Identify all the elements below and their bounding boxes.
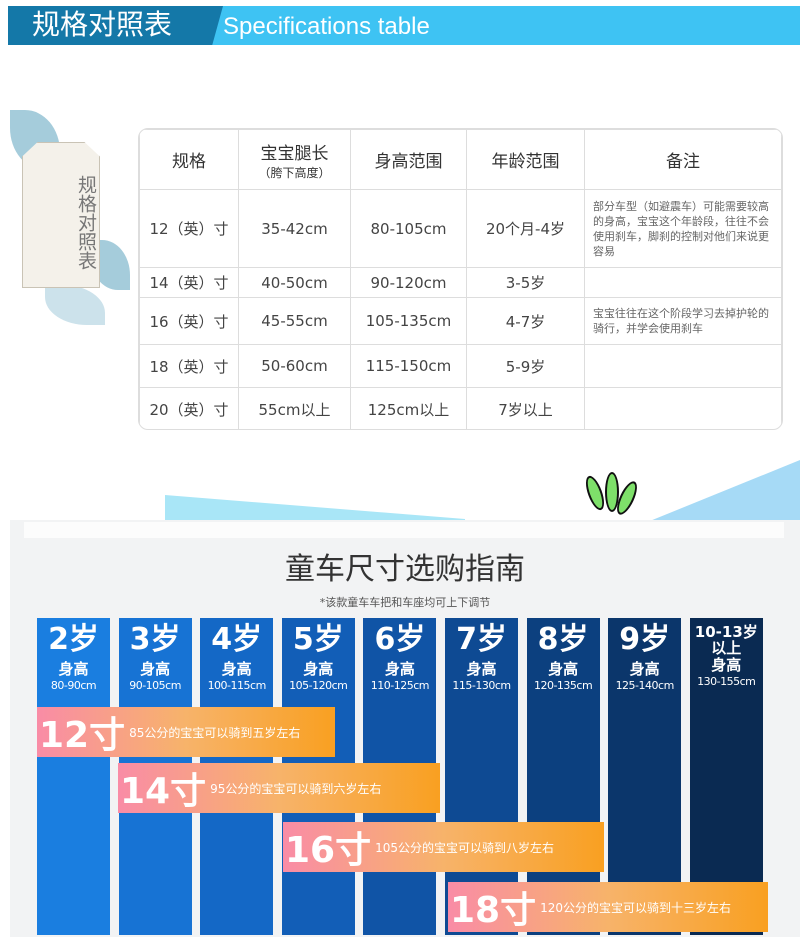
cell-leg-length: 40-50cm xyxy=(238,267,351,298)
height-range: 105-120cm xyxy=(289,679,348,692)
table-row: 18（英）寸 50-60cm 115-150cm 5-9岁 xyxy=(139,344,782,388)
height-range: 90-105cm xyxy=(129,679,181,692)
cell-size: 14（英）寸 xyxy=(139,267,239,298)
cell-notes xyxy=(584,344,782,388)
cell-leg-length: 55cm以上 xyxy=(238,387,351,429)
header-banner: 规格对照表 Specifications table xyxy=(8,6,800,45)
cell-size: 18（英）寸 xyxy=(139,344,239,388)
cell-size: 12（英）寸 xyxy=(139,189,239,268)
bike-size-desc: 95公分的宝宝可以骑到六岁左右 xyxy=(210,781,382,796)
bike-size: 12寸 xyxy=(39,715,126,756)
age-label: 9岁 xyxy=(619,622,671,657)
age-label: 7岁 xyxy=(456,622,507,657)
age-label: 3岁 xyxy=(129,622,181,657)
height-label: 身高 xyxy=(548,660,579,678)
tag-text: 规格对照表 xyxy=(75,174,97,270)
bike-size: 16寸 xyxy=(285,830,372,871)
header-leg-length-label: 宝宝腿长 xyxy=(260,143,329,164)
age-label: 8岁 xyxy=(537,622,589,657)
bike-size-bar: 16寸 105公分的宝宝可以骑到八岁左右 xyxy=(283,822,604,872)
height-range: 100-115cm xyxy=(207,679,267,692)
age-label: 6岁 xyxy=(374,622,426,657)
spec-table: 规格 宝宝腿长 （胯下高度） 身高范围 年龄范围 备注 12（英）寸 35-42cm… xyxy=(138,128,783,430)
cell-leg-length: 50-60cm xyxy=(238,344,351,388)
bike-size-desc: 120公分的宝宝可以骑到十三岁左右 xyxy=(540,900,732,915)
cell-age-range: 4-7岁 xyxy=(466,297,585,345)
cell-height-range: 80-105cm xyxy=(350,189,467,268)
cell-notes: 部分车型（如避震车）可能需要较高的身高，宝宝这个年龄段，往往不会使用刹车，脚刹的… xyxy=(584,189,782,268)
header-size: 规格 xyxy=(139,129,239,190)
height-range: 120-135cm xyxy=(533,679,593,692)
age-label: 5岁 xyxy=(292,622,344,657)
leaf-decoration xyxy=(45,285,105,325)
cell-size: 20（英）寸 xyxy=(139,387,239,429)
cell-notes xyxy=(584,267,782,298)
header-height-range: 身高范围 xyxy=(350,129,467,190)
cell-notes: 宝宝往往在这个阶段学习去掉护轮的骑行，并学会使用刹车 xyxy=(584,297,782,345)
cell-height-range: 90-120cm xyxy=(350,267,467,298)
cell-age-range: 3-5岁 xyxy=(466,267,585,298)
header-notes: 备注 xyxy=(584,129,782,190)
height-label: 身高 xyxy=(140,660,171,678)
cell-age-range: 5-9岁 xyxy=(466,344,585,388)
header-age-range: 年龄范围 xyxy=(466,129,585,190)
height-label: 身高 xyxy=(384,660,415,678)
bike-size-bar: 14寸 95公分的宝宝可以骑到六岁左右 xyxy=(118,763,440,813)
bike-size-bar: 18寸 120公分的宝宝可以骑到十三岁左右 xyxy=(448,882,768,932)
height-label: 身高 xyxy=(303,660,334,678)
age-label: 2岁 xyxy=(48,622,99,657)
cell-leg-length: 35-42cm xyxy=(238,189,351,268)
cell-age-range: 7岁以上 xyxy=(466,387,585,429)
header-title-cn: 规格对照表 xyxy=(32,8,173,41)
plant-leaf-icon xyxy=(582,473,608,513)
table-row: 14（英）寸 40-50cm 90-120cm 3-5岁 xyxy=(139,267,782,298)
label-tag: 规格对照表 xyxy=(22,142,100,288)
bike-size: 18寸 xyxy=(450,890,537,931)
height-label: 身高 xyxy=(58,660,89,678)
height-range: 130-155cm xyxy=(697,675,756,688)
height-label: 身高 xyxy=(221,660,252,678)
age-label: 10-13岁以上 xyxy=(694,623,758,657)
height-range: 80-90cm xyxy=(50,679,97,692)
table-header-row: 规格 宝宝腿长 （胯下高度） 身高范围 年龄范围 备注 xyxy=(139,129,782,190)
cell-height-range: 125cm以上 xyxy=(350,387,467,429)
cell-size: 16（英）寸 xyxy=(139,297,239,345)
header-leg-length: 宝宝腿长 （胯下高度） xyxy=(238,129,351,190)
height-label: 身高 xyxy=(466,660,497,678)
guide-title: 童车尺寸选购指南 xyxy=(285,552,525,587)
height-range: 115-130cm xyxy=(452,679,511,692)
cell-height-range: 105-135cm xyxy=(350,297,467,345)
table-row: 20（英）寸 55cm以上 125cm以上 7岁以上 xyxy=(139,387,782,429)
size-guide-panel: 童车尺寸选购指南 *该款童车车把和车座均可上下调节 2岁 身高 80-90cm 3岁身… xyxy=(10,520,800,937)
height-range: 125-140cm xyxy=(615,679,675,692)
table-row: 16（英）寸 45-55cm 105-135cm 4-7岁 宝宝往往在这个阶段学习去掉护… xyxy=(139,297,782,345)
cell-height-range: 115-150cm xyxy=(350,344,467,388)
cell-leg-length: 45-55cm xyxy=(238,297,351,345)
bike-size: 14寸 xyxy=(120,771,207,812)
age-column: 2岁身高 80-90cm xyxy=(37,618,110,935)
header-dark-block xyxy=(8,6,223,45)
bike-size-bar: 12寸 85公分的宝宝可以骑到五岁左右 xyxy=(37,707,335,757)
height-label: 身高 xyxy=(711,656,742,674)
cell-age-range: 20个月-4岁 xyxy=(466,189,585,268)
header-title-en: Specifications table xyxy=(223,13,430,40)
height-label: 身高 xyxy=(629,660,660,678)
table-row: 12（英）寸 35-42cm 80-105cm 20个月-4岁 部分车型（如避震车）可能… xyxy=(139,189,782,268)
cell-notes xyxy=(584,387,782,429)
decoration-triangle xyxy=(640,460,800,525)
age-label: 4岁 xyxy=(211,622,263,657)
guide-subtitle: *该款童车车把和车座均可上下调节 xyxy=(319,596,491,609)
plant-leaf-icon xyxy=(605,472,619,512)
panel-strip xyxy=(24,522,784,538)
bike-size-desc: 105公分的宝宝可以骑到八岁左右 xyxy=(375,840,555,855)
height-range: 110-125cm xyxy=(370,679,430,692)
header-leg-length-sub: （胯下高度） xyxy=(258,165,331,180)
bike-size-desc: 85公分的宝宝可以骑到五岁左右 xyxy=(129,725,301,740)
